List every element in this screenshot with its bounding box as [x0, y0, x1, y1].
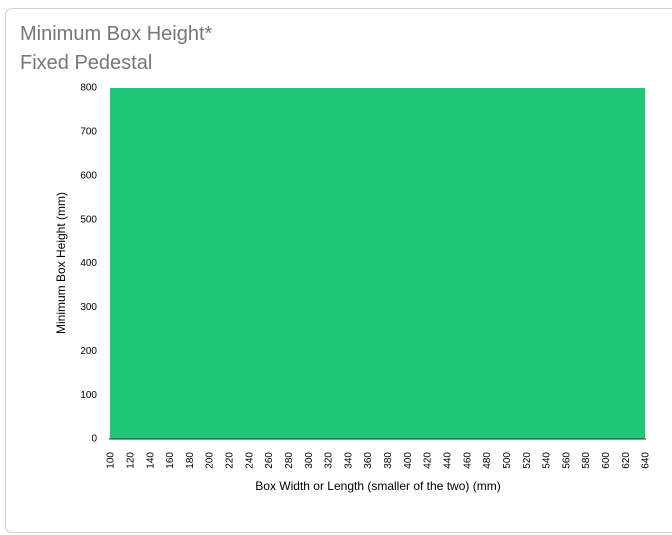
x-tick-label: 320	[324, 452, 335, 469]
x-tick-label: 180	[185, 452, 196, 469]
chart-subtitle: Fixed Pedestal	[20, 52, 152, 74]
y-tick-label: 0	[91, 434, 97, 445]
x-tick-label: 100	[106, 452, 117, 469]
x-tick-label: 260	[264, 452, 275, 469]
x-tick-label: 220	[225, 452, 236, 469]
x-tick-label: 300	[304, 452, 315, 469]
x-tick-label: 420	[423, 452, 434, 469]
x-tick-label: 140	[145, 452, 156, 469]
y-tick-label: 100	[80, 390, 97, 401]
y-tick-label: 600	[80, 170, 97, 181]
x-tick-label: 600	[601, 452, 612, 469]
x-tick-label: 200	[205, 452, 216, 469]
y-tick-label: 800	[80, 83, 97, 94]
x-tick-label: 560	[561, 452, 572, 469]
x-tick-label: 400	[403, 452, 414, 469]
x-tick-label: 520	[522, 452, 533, 469]
y-axis-title: Minimum Box Height (mm)	[54, 192, 68, 334]
x-tick-label: 480	[482, 452, 493, 469]
x-tick-label: 360	[363, 452, 374, 469]
x-tick-label: 340	[343, 452, 354, 469]
y-tick-label: 500	[80, 214, 97, 225]
x-axis-title: Box Width or Length (smaller of the two)…	[255, 479, 500, 493]
x-tick-label: 640	[641, 452, 652, 469]
x-tick-label: 620	[621, 452, 632, 469]
x-tick-label: 580	[581, 452, 592, 469]
x-tick-label: 500	[502, 452, 513, 469]
y-tick-label: 300	[80, 302, 97, 313]
y-tick-label: 400	[80, 258, 97, 269]
x-tick-label: 160	[165, 452, 176, 469]
x-tick-label: 120	[125, 452, 136, 469]
chart-title: Minimum Box Height*	[20, 23, 213, 45]
x-tick-label: 460	[462, 452, 473, 469]
x-tick-label: 240	[244, 452, 255, 469]
y-tick-label: 700	[80, 127, 97, 138]
x-tick-label: 440	[442, 452, 453, 469]
x-tick-label: 380	[383, 452, 394, 469]
x-tick-label: 540	[542, 452, 553, 469]
x-tick-label: 280	[284, 452, 295, 469]
y-tick-label: 200	[80, 346, 97, 357]
area	[110, 88, 645, 439]
